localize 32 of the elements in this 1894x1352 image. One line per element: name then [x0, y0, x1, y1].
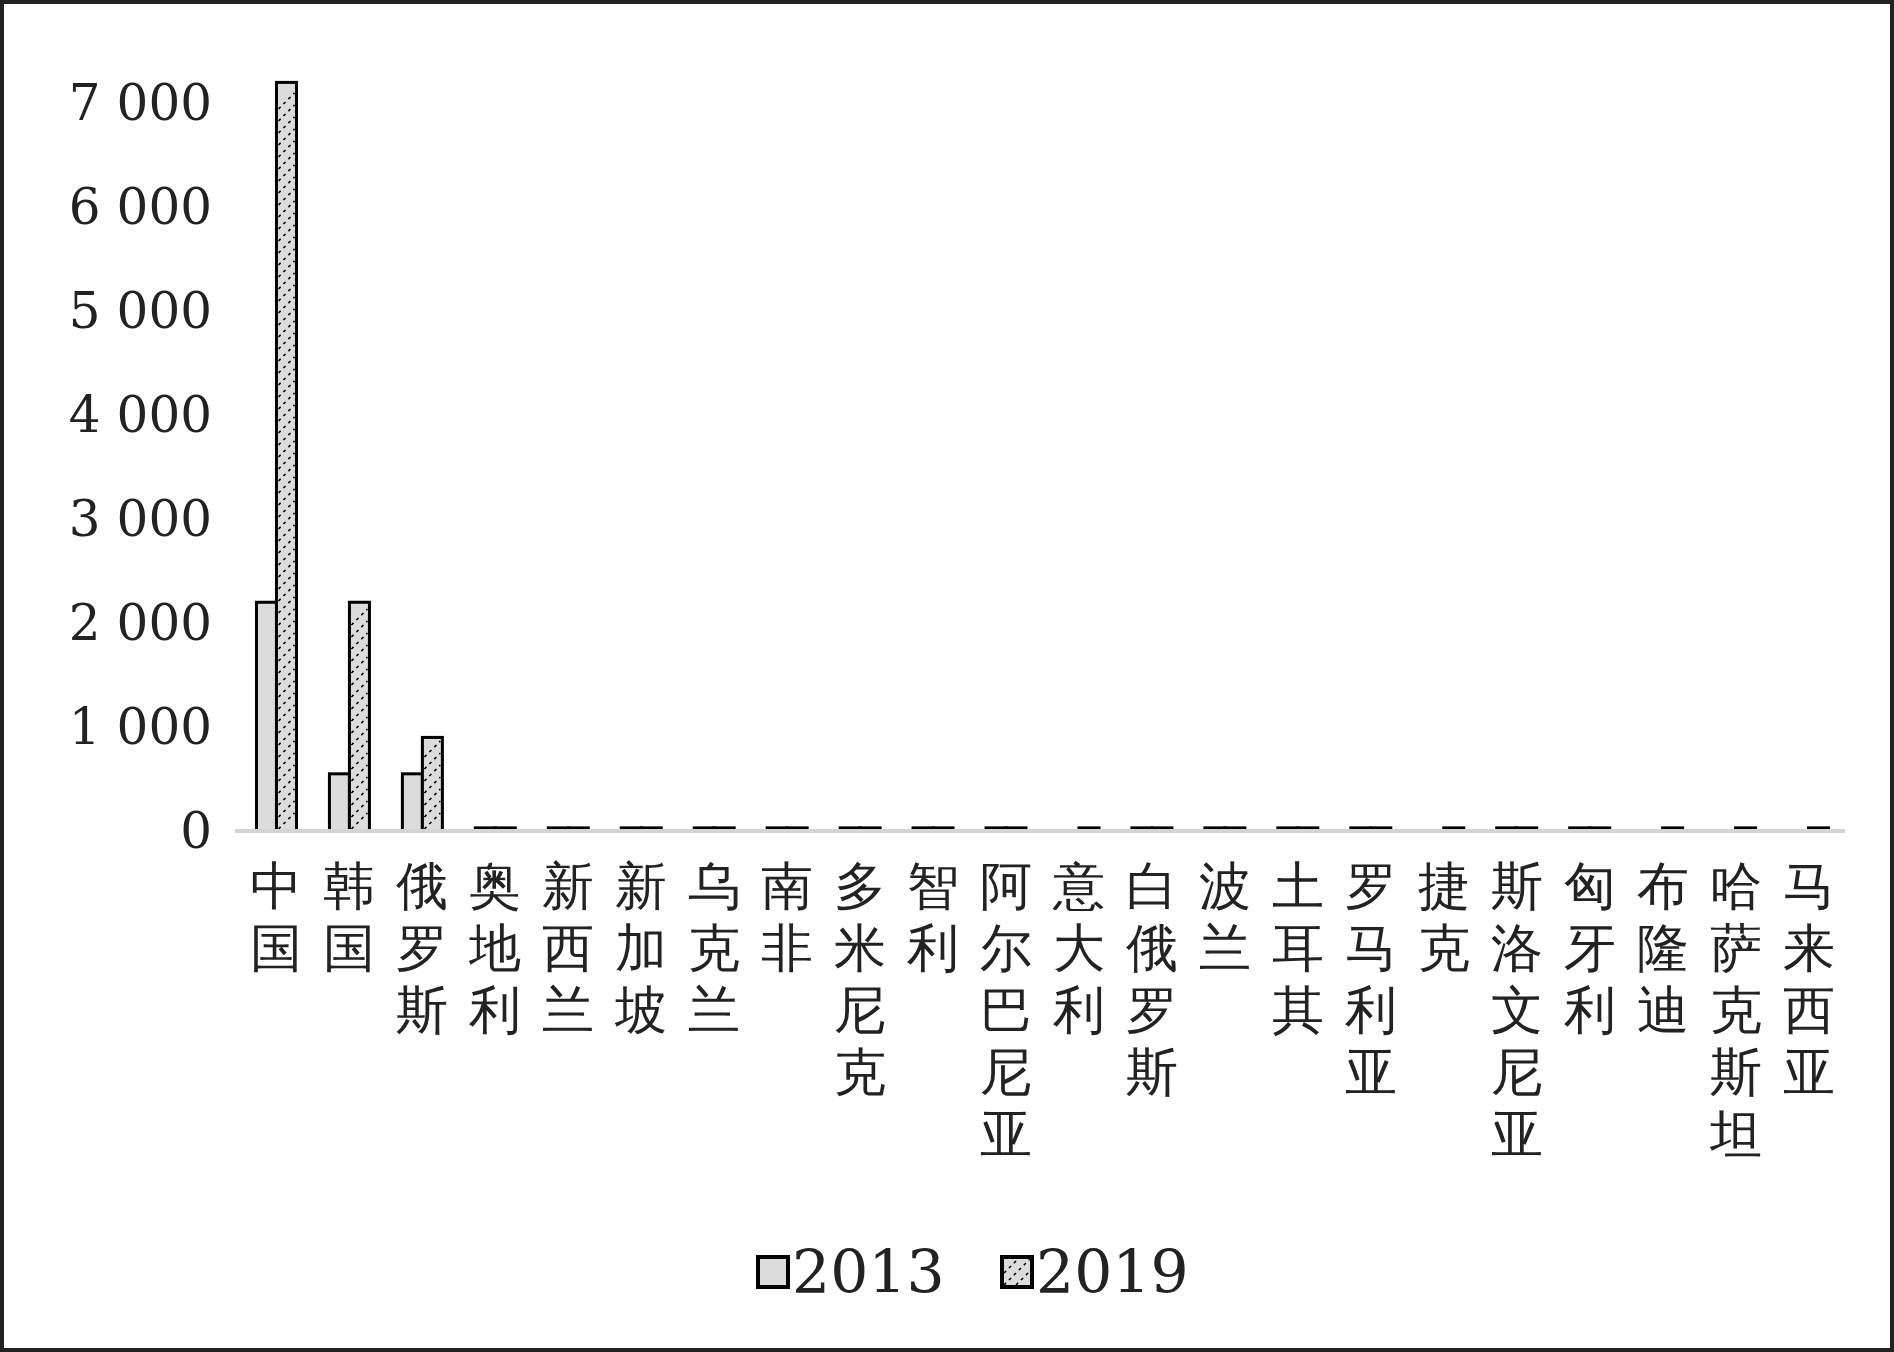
- x-tick-label: 新西兰: [542, 856, 595, 1040]
- y-tick-label: 3 000: [68, 490, 212, 549]
- x-tick-label: 智利: [907, 856, 960, 978]
- y-tick-label: 2 000: [68, 594, 212, 653]
- x-tick-label: 罗马利亚: [1344, 856, 1397, 1102]
- legend-label: 2019: [1036, 1237, 1189, 1307]
- y-tick-label: 6 000: [68, 178, 212, 237]
- x-tick-label: 韩国: [323, 856, 376, 978]
- x-tick-label: 乌克兰: [688, 856, 741, 1040]
- y-tick-label: 4 000: [68, 386, 212, 445]
- x-tick-label: 南非: [761, 856, 814, 978]
- y-tick-label: 1 000: [68, 698, 212, 757]
- x-tick-label: 匈牙利: [1563, 856, 1616, 1040]
- x-tick-label: 意大利: [1051, 856, 1105, 1040]
- x-tick-label: 布隆迪: [1636, 856, 1689, 1040]
- y-tick-label: 0: [180, 802, 212, 860]
- x-tick-label: 俄罗斯: [396, 856, 449, 1040]
- x-tick-label: 斯洛文尼亚: [1490, 856, 1543, 1164]
- x-tick-label: 土耳其: [1271, 856, 1324, 1040]
- x-tick-label: 多米尼克: [834, 856, 887, 1102]
- x-tick-label: 新加坡: [614, 856, 668, 1040]
- x-tick-label: 奥地利: [468, 856, 522, 1040]
- x-tick-label: 波兰: [1198, 856, 1251, 978]
- legend-label: 2013: [792, 1237, 945, 1307]
- y-tick-label: 7 000: [68, 74, 212, 133]
- x-tick-label: 马来西亚: [1782, 856, 1835, 1102]
- x-tick-label: 哈萨克斯坦: [1708, 856, 1762, 1164]
- x-tick-label: 阿尔巴尼亚: [980, 856, 1033, 1164]
- x-tick-label: 白俄罗斯: [1125, 856, 1178, 1102]
- y-tick-label: 5 000: [68, 282, 212, 341]
- x-tick-label: 捷克: [1417, 856, 1470, 978]
- x-tick-label: 中国: [250, 856, 303, 978]
